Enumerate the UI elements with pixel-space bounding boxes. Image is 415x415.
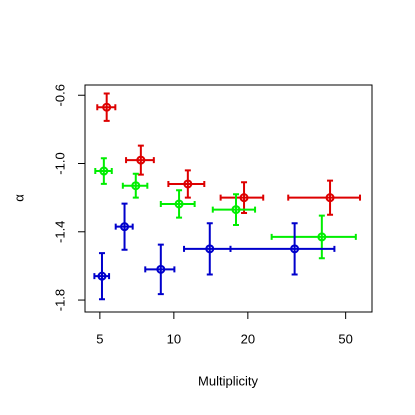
y-axis-label: α [11,194,26,202]
point [102,102,112,112]
x-error-bar [229,245,336,252]
point [231,205,241,215]
point [290,244,300,254]
point [183,179,193,189]
x-tick-label: 10 [167,331,181,346]
x-error-bar [219,194,265,201]
x-error-bar [121,182,149,189]
x-tick-label: 5 [96,331,103,346]
x-error-bar [93,273,111,280]
y-tick-label: -0.6 [52,84,67,106]
x-error-bar [144,266,176,273]
point [325,193,335,203]
x-error-bar [167,180,206,187]
point [97,271,107,281]
x-error-bar [270,233,357,240]
x-tick-label: 50 [338,331,352,346]
x-axis-label: Multiplicity [198,373,258,388]
point [156,264,166,274]
y-tick-label: -1.4 [52,221,67,243]
x-error-bar [211,206,257,213]
plot-frame [84,84,373,313]
x-error-bar [96,104,117,111]
point [131,181,141,191]
point [99,166,109,176]
x-error-bar [125,157,155,164]
point [205,244,215,254]
point [239,193,249,203]
point [174,199,184,209]
point [136,155,146,165]
point [120,222,130,232]
y-tick-label: -1.8 [52,289,67,311]
x-error-bar [287,194,362,201]
y-tick-label: -1.0 [52,152,67,174]
x-error-bar [94,168,113,175]
x-error-bar [159,200,196,207]
x-error-bar [114,223,134,230]
x-tick-label: 20 [241,331,255,346]
point [317,232,327,242]
